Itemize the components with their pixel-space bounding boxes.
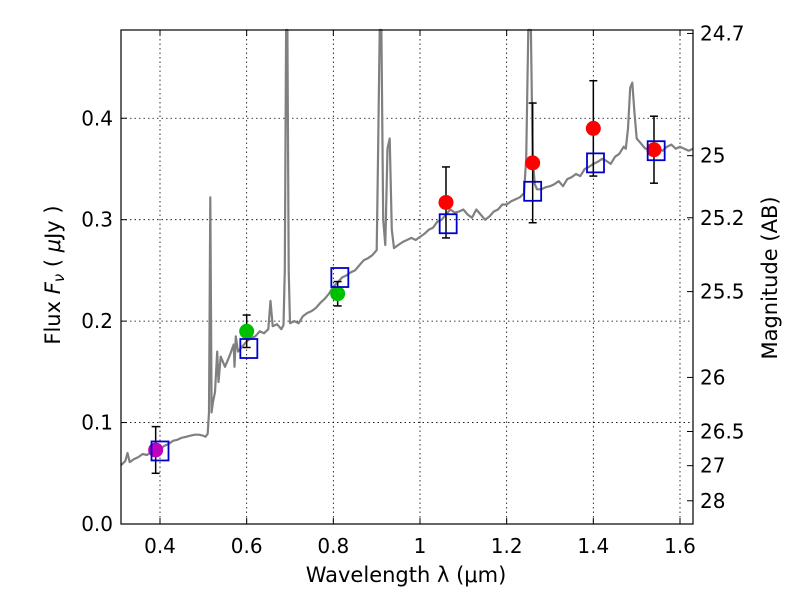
y2-tick-label: 27 bbox=[700, 454, 725, 478]
x-tick-label: 0.8 bbox=[317, 534, 349, 558]
model-square bbox=[523, 180, 543, 202]
spectrum-layer bbox=[120, 28, 694, 466]
observed-point bbox=[438, 194, 454, 210]
x-tick-label: 1.6 bbox=[664, 534, 696, 558]
model-square bbox=[239, 338, 259, 359]
y-tick-label: 0.4 bbox=[81, 106, 113, 130]
y-tick-label: 0.3 bbox=[81, 208, 113, 232]
y2-tick-label: 26 bbox=[700, 365, 725, 389]
y-tick-label: 0.2 bbox=[81, 309, 113, 333]
y-axis-label: Flux Fν ( μJy ) bbox=[41, 205, 68, 344]
y-tick-label: 0.0 bbox=[81, 512, 113, 536]
x-tick-label: 1.2 bbox=[491, 534, 523, 558]
y2-tick-label: 28 bbox=[700, 489, 725, 513]
model-square bbox=[438, 213, 458, 235]
y2-tick-label: 24.7 bbox=[700, 21, 745, 45]
x-axis-label: Wavelength λ (μm) bbox=[306, 563, 507, 587]
observed-point bbox=[148, 442, 164, 458]
observed-point bbox=[525, 155, 541, 171]
observed-point bbox=[330, 286, 346, 302]
model-square bbox=[586, 152, 605, 174]
observed-point bbox=[239, 323, 255, 339]
x-tick-label: 1.4 bbox=[577, 534, 609, 558]
model-square bbox=[150, 440, 170, 462]
y2-tick-label: 25.2 bbox=[700, 206, 745, 230]
error-bars-layer bbox=[151, 79, 658, 475]
model-squares-layer bbox=[150, 140, 666, 462]
y2-tick-label: 25.5 bbox=[700, 280, 745, 304]
model-square bbox=[646, 140, 666, 162]
y-tick-label: 0.1 bbox=[81, 411, 113, 435]
observed-point bbox=[585, 120, 601, 136]
y2-tick-label: 25 bbox=[700, 144, 725, 168]
model-square bbox=[330, 267, 350, 288]
x-tick-label: 1 bbox=[414, 534, 427, 558]
spectrum-line bbox=[120, 28, 694, 466]
plot-frame bbox=[120, 29, 694, 525]
x-tick-label: 0.4 bbox=[144, 534, 176, 558]
axis-ticks: 0.4 0.6 0.8 1 1.2 1.4 1.6 0.0 0.1 0.2 0.3 0.4 24.7 25… bbox=[81, 21, 744, 558]
x-tick-label: 0.6 bbox=[231, 534, 263, 558]
y2-tick-label: 26.5 bbox=[700, 419, 745, 443]
observed-point bbox=[646, 142, 662, 158]
y2-axis-label: Magnitude (AB) bbox=[758, 196, 782, 359]
grid-lines bbox=[121, 30, 693, 525]
